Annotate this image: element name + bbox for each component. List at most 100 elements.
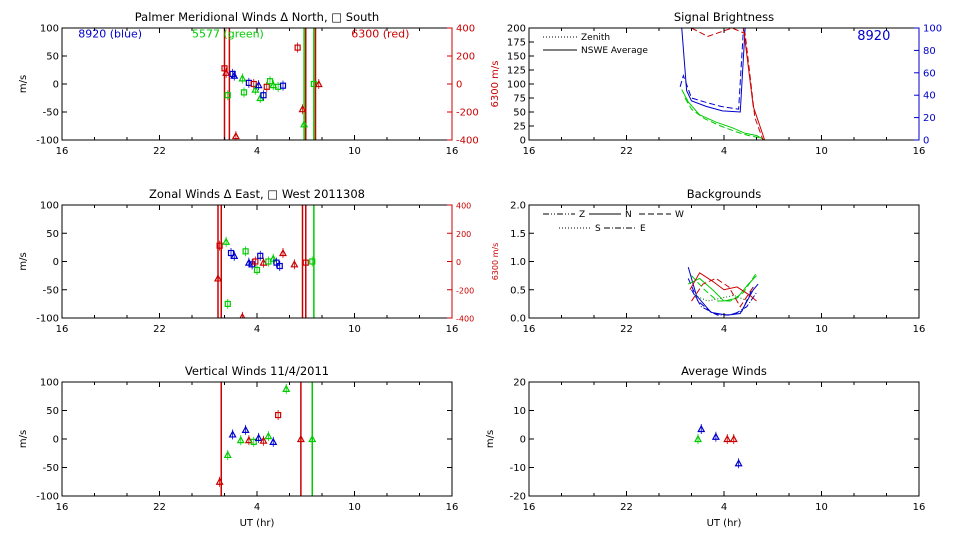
x-tick-label: 10: [815, 324, 828, 335]
y-tick-label: 2.0: [510, 201, 526, 212]
x-tick-label: 22: [620, 502, 633, 513]
square-marker: [302, 259, 309, 266]
series-line: [688, 275, 757, 302]
x-tick-label: 4: [721, 502, 727, 513]
y-tick-label: 25: [513, 122, 526, 133]
x-tick-label: 16: [523, 324, 536, 335]
x-axis-label: UT (hr): [240, 518, 275, 529]
triangle-marker: [213, 274, 223, 282]
x-tick-label: 22: [620, 146, 633, 157]
x-tick-label: 4: [254, 146, 260, 157]
chart-title: Zonal Winds Δ East, □ West 2011308: [149, 187, 365, 201]
triangle-marker: [238, 74, 247, 82]
y-tick-label: 50: [46, 52, 59, 63]
x-axis-label: UT (hr): [707, 518, 742, 529]
y-axis-label: m/s: [18, 75, 29, 93]
triangle-marker: [729, 434, 738, 443]
chart-title: Signal Brightness: [674, 10, 774, 24]
square-marker: [250, 438, 257, 445]
square-marker: [266, 78, 274, 85]
square-marker: [221, 65, 228, 72]
x-tick-label: 22: [153, 502, 166, 513]
triangle-marker: [254, 80, 263, 89]
y-tick-label: -50: [43, 108, 59, 119]
y-tick-label: -100: [36, 314, 59, 325]
annotation-label: 6300 (red): [351, 28, 409, 41]
square-marker: [310, 80, 317, 88]
x-tick-label: 4: [254, 502, 260, 513]
x-tick-label: 10: [815, 146, 828, 157]
axes-frame: [61, 204, 453, 319]
y-tick-label: -100: [36, 136, 59, 147]
series-line: [689, 272, 757, 302]
triangle-marker: [314, 79, 323, 88]
axes-frame: [528, 27, 920, 141]
y-tick-label: -20: [510, 492, 526, 503]
triangle-marker: [269, 437, 278, 445]
square-marker: [275, 411, 282, 419]
triangle-marker: [230, 251, 239, 259]
triangle-marker: [215, 477, 224, 485]
x-tick-label: 16: [446, 324, 459, 335]
x-tick-label: 16: [446, 146, 459, 157]
square-marker: [240, 89, 248, 96]
series-line: [678, 28, 766, 140]
right-tick-label: 100: [923, 24, 942, 35]
right-tick-label: -400: [456, 315, 474, 324]
series-line: [681, 89, 765, 140]
x-tick-label: 16: [523, 502, 536, 513]
x-tick-label: 16: [56, 324, 69, 335]
right-tick-label: 200: [456, 230, 471, 239]
triangle-marker: [223, 450, 232, 459]
zonal-winds-panel: Zonal Winds Δ East, □ West 2011308 16 22 4 1…: [18, 187, 500, 335]
triangle-marker: [230, 71, 239, 79]
series-line: [681, 28, 750, 113]
x-tick-label: 4: [721, 146, 727, 157]
y-tick-label: 0: [53, 257, 59, 268]
chart-title: Average Winds: [681, 364, 767, 378]
y-tick-label: 0.5: [510, 285, 526, 296]
x-tick-label: 16: [913, 324, 926, 335]
triangle-marker: [278, 248, 288, 257]
y-tick-label: -50: [43, 285, 59, 296]
annotation-label: 8920 (blue): [78, 28, 142, 41]
triangle-marker: [296, 434, 305, 443]
axes-frame: [528, 381, 920, 497]
square-marker: [216, 242, 223, 249]
x-tick-label: 16: [56, 146, 69, 157]
legend-label: E: [640, 224, 646, 234]
y-tick-label: 50: [513, 108, 526, 119]
legend-label: N: [625, 210, 632, 220]
y-tick-label: -100: [36, 492, 59, 503]
square-marker: [263, 83, 270, 90]
triangle-marker: [239, 312, 246, 318]
x-tick-label: 10: [348, 146, 361, 157]
right-axis-label: 6300 m/s: [491, 243, 500, 281]
y-tick-label: 50: [46, 229, 59, 240]
y-tick-label: 75: [513, 94, 526, 105]
y-tick-label: 50: [46, 406, 59, 417]
x-tick-label: 4: [254, 324, 260, 335]
x-tick-label: 10: [348, 502, 361, 513]
right-tick-label: 80: [923, 46, 936, 57]
y-tick-label: 200: [507, 24, 526, 35]
plot-data: [221, 28, 323, 140]
triangle-marker: [241, 425, 250, 433]
triangle-marker: [231, 131, 240, 140]
right-tick-label: -200: [456, 286, 474, 295]
square-marker: [294, 44, 301, 51]
x-tick-label: 4: [721, 324, 727, 335]
x-tick-label: 16: [446, 502, 459, 513]
y-axis-label: m/s: [18, 252, 29, 270]
annotation-label: 5577 (green): [192, 28, 264, 41]
plot-data: [687, 267, 759, 316]
y-tick-label: 150: [507, 52, 526, 63]
triangle-marker: [251, 85, 260, 93]
triangle-marker: [290, 260, 299, 268]
triangle-marker: [269, 254, 278, 262]
square-marker: [276, 262, 283, 270]
